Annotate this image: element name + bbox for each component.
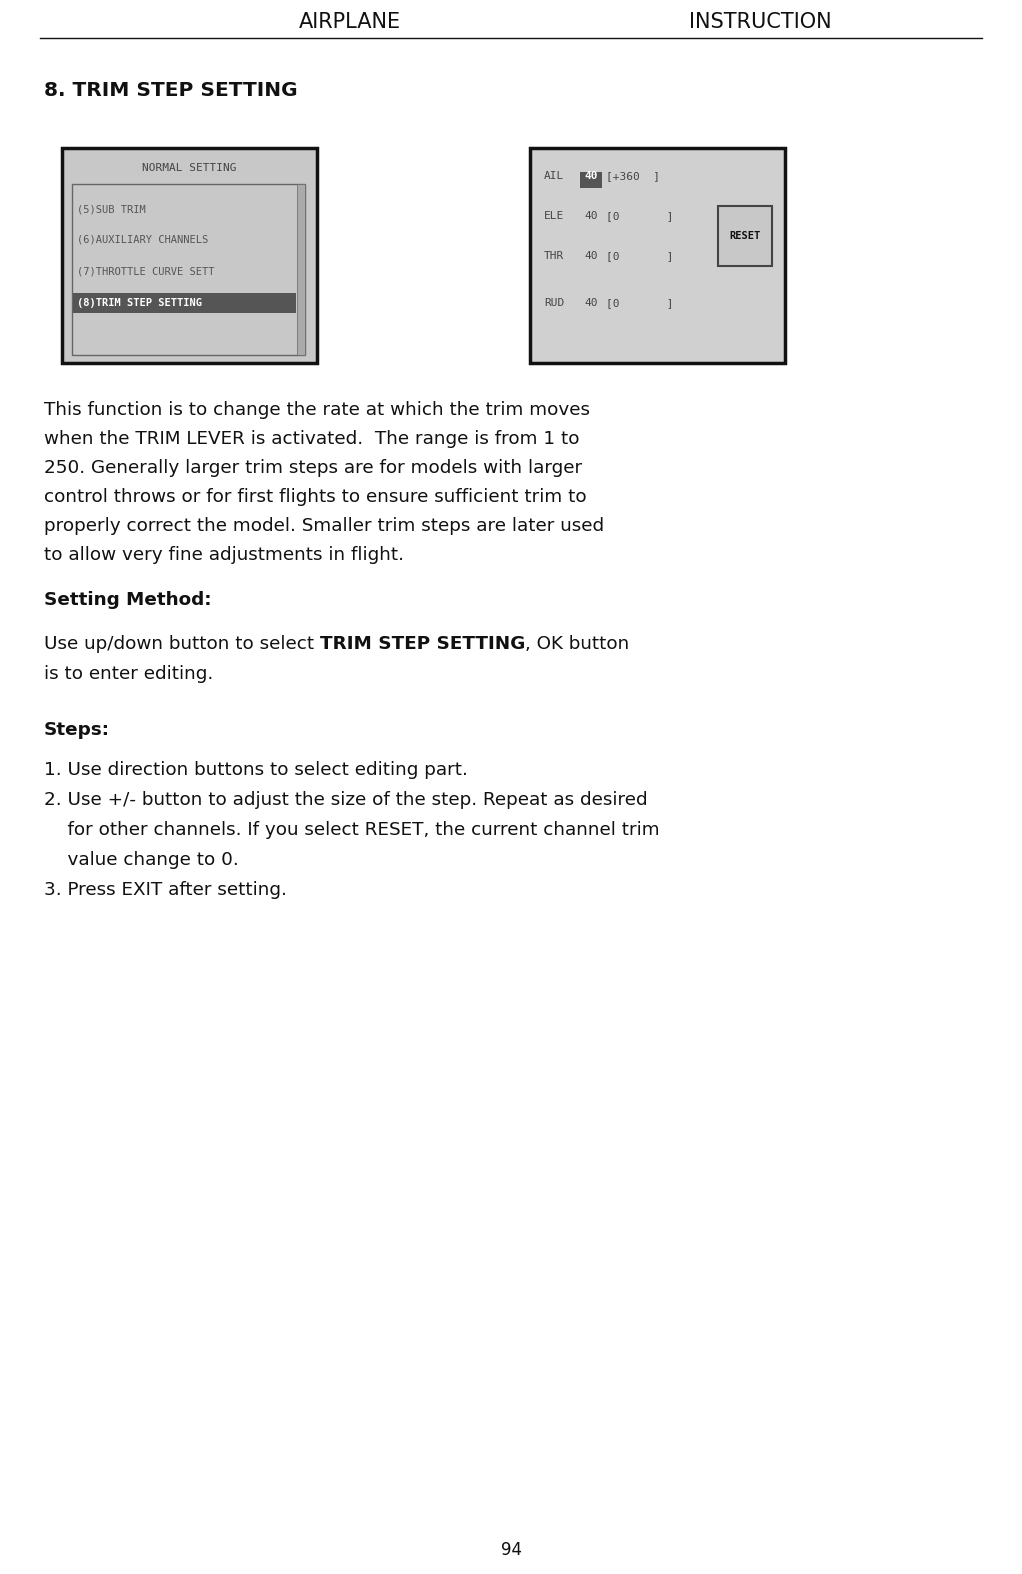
Text: ELE: ELE — [544, 211, 564, 220]
Text: 40: 40 — [585, 250, 598, 261]
Text: control throws or for first flights to ensure sufficient trim to: control throws or for first flights to e… — [44, 488, 587, 505]
Text: 94: 94 — [501, 1541, 521, 1558]
Bar — [530, 148, 785, 364]
Text: value change to 0.: value change to 0. — [44, 852, 239, 869]
Text: INSTRUCTION: INSTRUCTION — [689, 13, 831, 31]
Text: Setting Method:: Setting Method: — [44, 590, 212, 609]
Text: properly correct the model. Smaller trim steps are later used: properly correct the model. Smaller trim… — [44, 516, 604, 535]
Text: THR: THR — [544, 250, 564, 261]
Text: (7)THROTTLE CURVE SETT: (7)THROTTLE CURVE SETT — [77, 266, 215, 275]
Text: to allow very fine adjustments in flight.: to allow very fine adjustments in flight… — [44, 546, 404, 563]
Text: [+360  ]: [+360 ] — [606, 172, 660, 181]
Text: TRIM STEP SETTING: TRIM STEP SETTING — [320, 634, 525, 653]
Text: This function is to change the rate at which the trim moves: This function is to change the rate at w… — [44, 401, 590, 419]
Text: Steps:: Steps: — [44, 721, 110, 740]
Text: AIL: AIL — [544, 172, 564, 181]
Text: 40: 40 — [585, 211, 598, 220]
Text: 8. TRIM STEP SETTING: 8. TRIM STEP SETTING — [44, 80, 297, 99]
Bar — [297, 184, 305, 356]
Text: 2. Use +/- button to adjust the size of the step. Repeat as desired: 2. Use +/- button to adjust the size of … — [44, 792, 648, 809]
Text: 40: 40 — [585, 172, 598, 181]
Text: , OK button: , OK button — [525, 634, 630, 653]
Bar — [62, 148, 317, 364]
Text: 1. Use direction buttons to select editing part.: 1. Use direction buttons to select editi… — [44, 760, 468, 779]
Text: RUD: RUD — [544, 297, 564, 309]
Text: [0       ]: [0 ] — [606, 297, 673, 309]
Text: 3. Press EXIT after setting.: 3. Press EXIT after setting. — [44, 881, 287, 899]
Text: for other channels. If you select RESET, the current channel trim: for other channels. If you select RESET,… — [44, 822, 659, 839]
Text: AIRPLANE: AIRPLANE — [299, 13, 401, 31]
Text: RESET: RESET — [730, 231, 760, 241]
Bar — [72, 184, 305, 356]
Text: [0       ]: [0 ] — [606, 211, 673, 220]
Text: when the TRIM LEVER is activated.  The range is from 1 to: when the TRIM LEVER is activated. The ra… — [44, 430, 579, 449]
Text: (5)SUB TRIM: (5)SUB TRIM — [77, 205, 146, 214]
Text: is to enter editing.: is to enter editing. — [44, 664, 214, 683]
Text: 250. Generally larger trim steps are for models with larger: 250. Generally larger trim steps are for… — [44, 460, 583, 477]
Bar — [73, 293, 296, 313]
Text: 40: 40 — [585, 297, 598, 309]
Bar — [580, 172, 602, 187]
Bar — [718, 206, 772, 266]
Text: (8)TRIM STEP SETTING: (8)TRIM STEP SETTING — [77, 297, 202, 309]
Text: (6)AUXILIARY CHANNELS: (6)AUXILIARY CHANNELS — [77, 235, 208, 244]
Text: NORMAL SETTING: NORMAL SETTING — [142, 164, 237, 173]
Text: Use up/down button to select: Use up/down button to select — [44, 634, 320, 653]
Text: [0       ]: [0 ] — [606, 250, 673, 261]
